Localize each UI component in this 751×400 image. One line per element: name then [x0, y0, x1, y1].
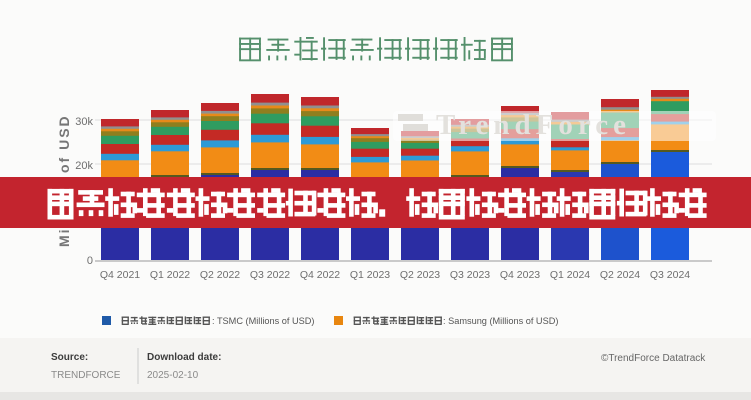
- svg-text:Q1 2024: Q1 2024: [550, 269, 590, 281]
- svg-text:Q4 2022: Q4 2022: [300, 269, 340, 281]
- svg-text:Q3 2024: Q3 2024: [650, 269, 690, 281]
- svg-text:Q4 2023: Q4 2023: [500, 269, 540, 281]
- svg-text:20k: 20k: [75, 160, 93, 172]
- svg-text:TrendForce: TrendForce: [436, 109, 631, 141]
- svg-text:2025-02-10: 2025-02-10: [147, 370, 199, 381]
- svg-text:Q3 2023: Q3 2023: [450, 269, 490, 281]
- svg-text:Q1 2022: Q1 2022: [150, 269, 190, 281]
- svg-text:30k: 30k: [75, 116, 93, 128]
- svg-text:Q3 2022: Q3 2022: [250, 269, 290, 281]
- svg-text:Q2 2023: Q2 2023: [400, 269, 440, 281]
- svg-text:©TrendForce Datatrack: ©TrendForce Datatrack: [601, 353, 706, 364]
- svg-text:0: 0: [87, 255, 93, 267]
- svg-text:: Samsung (Millions of USD): : Samsung (Millions of USD): [443, 316, 558, 326]
- svg-text:Q2 2024: Q2 2024: [600, 269, 640, 281]
- svg-text:: TSMC (Millions of USD): : TSMC (Millions of USD): [212, 316, 314, 326]
- svg-text:Q4 2021: Q4 2021: [100, 269, 140, 281]
- svg-text:Q2 2022: Q2 2022: [200, 269, 240, 281]
- svg-text:Source:: Source:: [51, 352, 88, 363]
- svg-text:TRENDFORCE: TRENDFORCE: [51, 370, 121, 381]
- svg-text:Download date:: Download date:: [147, 352, 221, 363]
- svg-text:Q1 2023: Q1 2023: [350, 269, 390, 281]
